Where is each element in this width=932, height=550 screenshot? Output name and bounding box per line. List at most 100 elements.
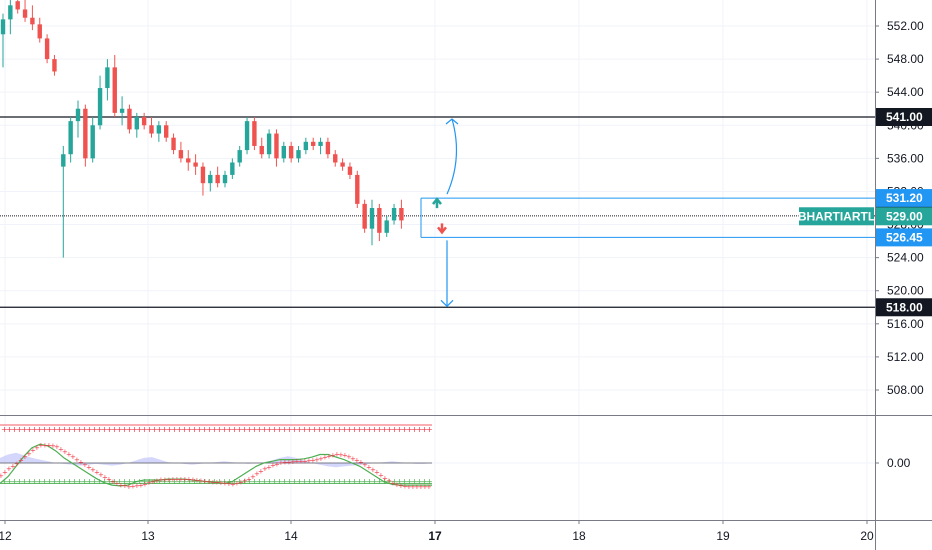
indicator-d-mark: +: [250, 473, 256, 481]
indicator-d-mark: +: [350, 455, 356, 463]
candle-body: [22, 9, 28, 18]
lower-band-mark: +: [71, 477, 78, 486]
upper-band-mark: +: [291, 425, 298, 434]
indicator-d-mark: +: [354, 457, 360, 465]
price-tick-label: 524.00: [887, 251, 924, 265]
candle-body: [355, 174, 360, 204]
indicator-d-mark: +: [66, 451, 72, 459]
indicator-d-mark: +: [98, 471, 104, 479]
upper-band-mark: +: [326, 425, 333, 434]
indicator-d-mark: +: [346, 453, 352, 461]
indicator-d-mark: +: [294, 457, 300, 465]
upper-band-mark: +: [131, 425, 138, 434]
upper-band-mark: +: [46, 425, 53, 434]
lower-band-mark: +: [416, 477, 423, 486]
indicator-d-mark: +: [130, 483, 136, 491]
lower-band-mark: +: [331, 477, 338, 486]
level-541-label-box: [876, 108, 932, 126]
indicator-zero-label: 0.00: [887, 456, 911, 470]
target-label-text: 531.20: [886, 191, 923, 205]
indicator-d-mark: +: [418, 483, 424, 491]
lower-band-mark: +: [336, 477, 343, 486]
lower-band-mark: +: [296, 477, 303, 486]
upper-band-mark: +: [416, 425, 423, 434]
indicator-d-mark: +: [178, 475, 184, 483]
indicator-d-mark: +: [334, 451, 340, 459]
candle-body: [399, 208, 404, 221]
upper-band-mark: +: [411, 425, 418, 434]
upper-band-mark: +: [111, 425, 118, 434]
candle-body: [200, 166, 206, 184]
indicator-d-mark: +: [214, 479, 220, 487]
upper-band-mark: +: [26, 425, 33, 434]
candle-body: [30, 17, 35, 25]
horizontal-levels[interactable]: [0, 116, 875, 308]
indicator-d-mark: +: [74, 456, 80, 464]
indicator-d-mark: +: [34, 444, 40, 452]
upper-band-mark: +: [221, 425, 228, 434]
indicator-d-mark: +: [390, 480, 396, 488]
indicator-d-mark: +: [26, 450, 32, 458]
indicator-d-mark: +: [222, 480, 228, 488]
lower-band-mark: +: [341, 477, 348, 486]
indicator-d-mark: +: [234, 480, 240, 488]
indicator-d-mark: +: [134, 482, 140, 490]
lower-band-mark: +: [281, 477, 288, 486]
lower-band-mark: +: [36, 477, 43, 486]
indicator-d-mark: +: [230, 480, 236, 488]
indicator-d-mark: +: [174, 475, 180, 483]
lower-band-mark: +: [21, 477, 28, 486]
lower-band-mark: +: [131, 477, 138, 486]
candle-body: [164, 125, 169, 138]
time-tick-label: 17: [428, 529, 442, 543]
candle-body: [230, 162, 235, 175]
indicator-d-mark: +: [102, 474, 108, 482]
axis-labels: 541.00531.20529.05526.45518.00529.00BHAR…: [798, 108, 932, 317]
indicator-d-mark: +: [2, 469, 8, 477]
indicator-d-mark: +: [218, 479, 224, 487]
upper-band-mark: +: [31, 425, 38, 434]
upper-band-mark: +: [126, 425, 133, 434]
candle-body: [252, 121, 257, 146]
lower-band-mark: +: [76, 477, 83, 486]
indicator-d-mark: +: [358, 458, 364, 466]
candle-body: [333, 154, 338, 163]
indicator-d-mark: +: [258, 468, 264, 476]
upper-band-mark: +: [311, 425, 318, 434]
upper-band-mark: +: [166, 425, 173, 434]
indicator-d-mark: +: [326, 452, 332, 460]
indicator-d-mark: +: [78, 458, 84, 466]
upper-band-mark: +: [151, 425, 158, 434]
lower-band-mark: +: [81, 477, 88, 486]
upper-band-mark: +: [6, 425, 13, 434]
upper-band-mark: +: [161, 425, 168, 434]
indicator-d-mark: +: [82, 461, 88, 469]
indicator-d-mark: +: [374, 469, 380, 477]
indicator-d-mark: +: [410, 483, 416, 491]
indicator-d-mark: +: [394, 481, 400, 489]
upper-band-mark: +: [21, 425, 28, 434]
lower-band-mark: +: [116, 477, 123, 486]
upper-band-mark: +: [331, 425, 338, 434]
indicator-d-mark: +: [10, 463, 16, 471]
indicator-d-mark: +: [302, 457, 308, 465]
arrow-down-icon: [437, 223, 447, 235]
upper-band-mark: +: [236, 425, 243, 434]
upper-band-mark: +: [266, 425, 273, 434]
indicator-d-mark: +: [406, 483, 412, 491]
candle-body: [237, 150, 242, 163]
indicator-pane: ++++++++++++++++++++++++++++++++++++++++…: [0, 424, 433, 491]
lower-band-mark: +: [96, 477, 103, 486]
indicator-d-mark: +: [182, 475, 188, 483]
upper-band-mark: +: [381, 425, 388, 434]
candle-body: [244, 121, 250, 151]
indicator-d-mark: +: [414, 483, 420, 491]
lower-band-mark: +: [266, 477, 273, 486]
indicator-k-line: [0, 443, 432, 487]
indicator-d-mark: +: [226, 480, 232, 488]
upper-band-mark: +: [61, 425, 68, 434]
position-tool[interactable]: [420, 118, 875, 308]
lower-band-mark: +: [406, 477, 413, 486]
candle-body: [340, 162, 345, 167]
